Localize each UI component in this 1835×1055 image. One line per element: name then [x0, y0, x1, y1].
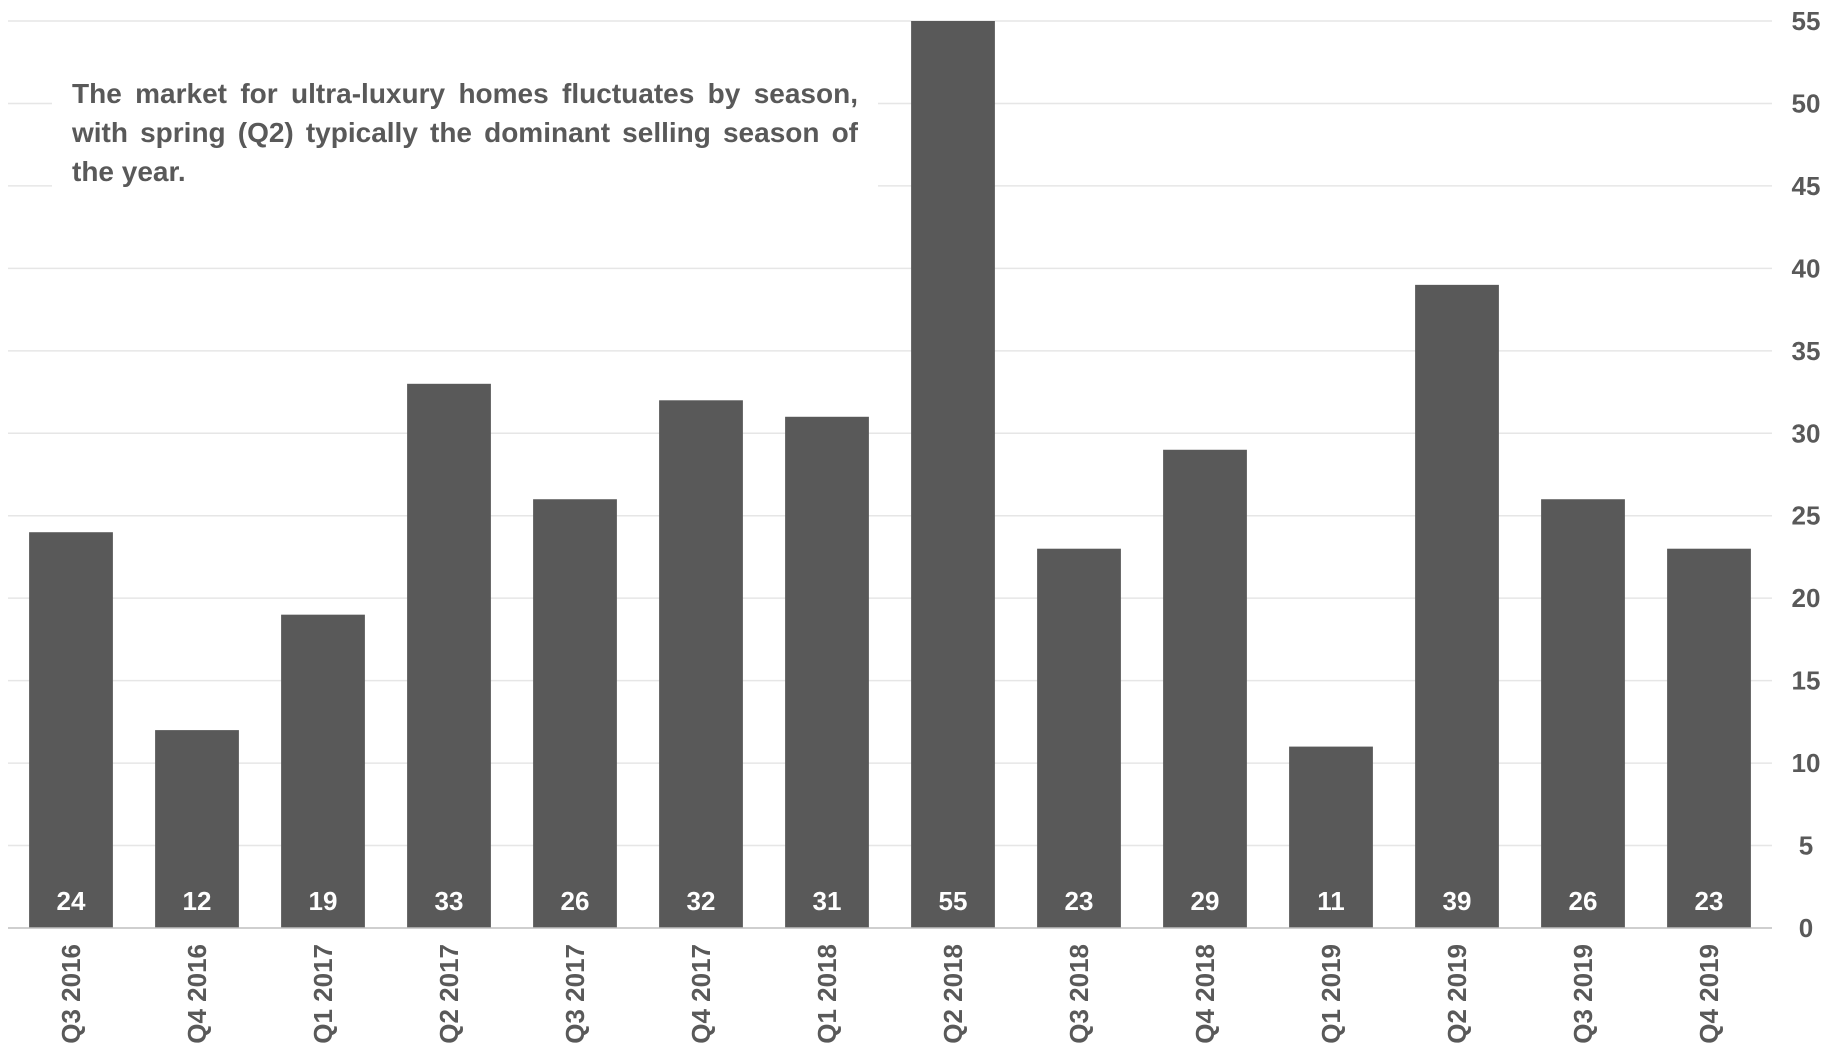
x-tick-label: Q4 2016 — [182, 944, 212, 1044]
bar-value-label: 11 — [1317, 886, 1345, 916]
bar-value-label: 23 — [1065, 886, 1094, 916]
x-tick-label: Q3 2016 — [56, 944, 86, 1044]
y-tick-label: 35 — [1792, 336, 1821, 366]
bar — [659, 400, 743, 929]
bar-data-labels: 24 12 19 33 26 32 31 55 23 29 11 39 26 23 — [57, 886, 1724, 916]
y-tick-label: 55 — [1792, 6, 1821, 36]
y-tick-label: 10 — [1792, 748, 1821, 778]
bar-value-label: 31 — [813, 886, 842, 916]
bar-value-label: 33 — [435, 886, 464, 916]
y-tick-label: 0 — [1799, 913, 1813, 943]
y-axis-tick-labels: 0 5 10 15 20 25 30 35 40 45 50 55 — [1792, 6, 1821, 943]
y-tick-label: 50 — [1792, 88, 1821, 118]
chart-annotation: The market for ultra-luxury homes fluctu… — [52, 70, 878, 199]
bar — [281, 614, 365, 928]
y-tick-label: 25 — [1792, 501, 1821, 531]
bar — [29, 532, 113, 928]
bar — [911, 21, 995, 928]
x-tick-label: Q1 2019 — [1316, 944, 1346, 1044]
bar-value-label: 24 — [57, 886, 86, 916]
bar — [407, 383, 491, 928]
bar — [1289, 746, 1373, 928]
bar-value-label: 26 — [1569, 886, 1598, 916]
y-tick-label: 5 — [1799, 831, 1813, 861]
x-tick-label: Q3 2018 — [1064, 944, 1094, 1044]
x-axis-tick-labels: Q3 2016 Q4 2016 Q1 2017 Q2 2017 Q3 2017 Q4 20… — [56, 944, 1724, 1044]
x-tick-label: Q3 2019 — [1568, 944, 1598, 1044]
bar-value-label: 55 — [939, 886, 968, 916]
bar-value-label: 12 — [183, 886, 212, 916]
y-tick-label: 40 — [1792, 253, 1821, 283]
y-tick-label: 15 — [1792, 666, 1821, 696]
bar-value-label: 19 — [309, 886, 338, 916]
x-tick-label: Q2 2019 — [1442, 944, 1472, 1044]
bar-value-label: 23 — [1695, 886, 1724, 916]
x-tick-label: Q4 2019 — [1694, 944, 1724, 1044]
bar — [155, 730, 239, 928]
bar — [1037, 548, 1121, 928]
x-tick-label: Q1 2017 — [308, 944, 338, 1044]
bar-value-label: 26 — [561, 886, 590, 916]
bars — [29, 21, 1751, 929]
bar-value-label: 39 — [1443, 886, 1472, 916]
bar — [1541, 499, 1625, 928]
x-tick-label: Q4 2017 — [686, 944, 716, 1044]
x-tick-label: Q4 2018 — [1190, 944, 1220, 1044]
bar — [533, 499, 617, 928]
x-tick-label: Q2 2018 — [938, 944, 968, 1044]
x-tick-label: Q1 2018 — [812, 944, 842, 1044]
bar — [1163, 449, 1247, 928]
y-tick-label: 30 — [1792, 418, 1821, 448]
y-tick-label: 45 — [1792, 171, 1821, 201]
x-tick-label: Q2 2017 — [434, 944, 464, 1044]
y-tick-label: 20 — [1792, 583, 1821, 613]
bar-value-label: 29 — [1191, 886, 1220, 916]
x-tick-label: Q3 2017 — [560, 944, 590, 1044]
bar — [1415, 284, 1499, 928]
bar — [1667, 548, 1751, 928]
bar-value-label: 32 — [687, 886, 716, 916]
bar — [785, 416, 869, 928]
